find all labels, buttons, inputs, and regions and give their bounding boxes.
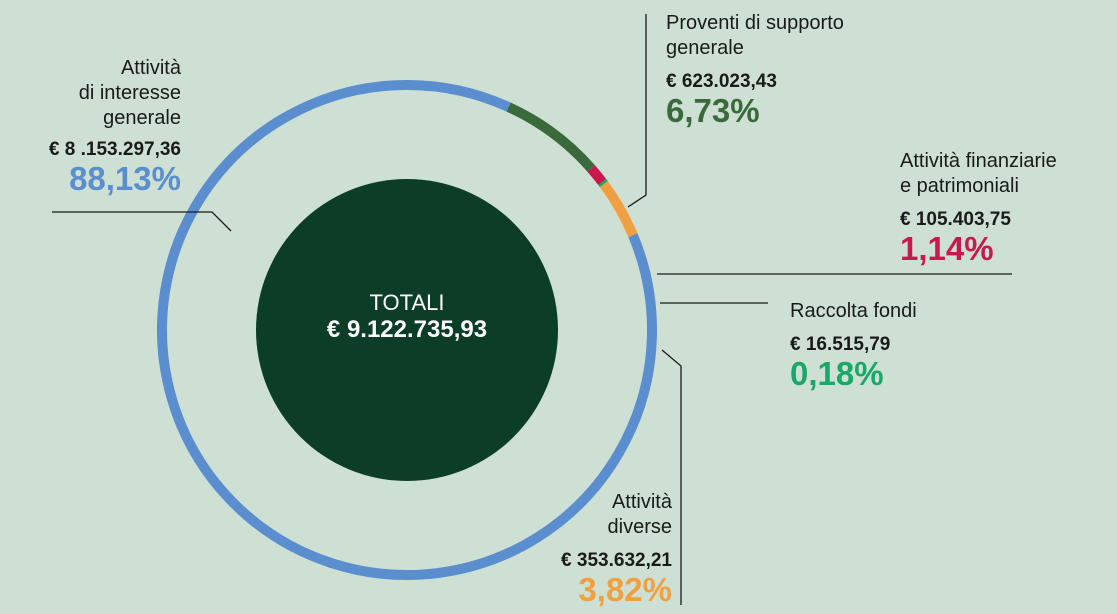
- label-finanziarie-amount: € 105.403,75: [900, 209, 1011, 230]
- label-diverse: Attività diverse € 353.632,21 3,82%: [561, 490, 672, 608]
- label-diverse-name: Attività diverse: [607, 491, 672, 538]
- ring-slice-1: [506, 102, 595, 172]
- label-supporto-amount: € 623.023,43: [666, 71, 777, 92]
- leader-line-diverse: [661, 349, 682, 605]
- label-finanziarie-name: Attività finanziarie e patrimoniali: [900, 150, 1057, 197]
- label-supporto-pct: 6,73%: [666, 92, 760, 129]
- leader-lines: [52, 14, 1012, 605]
- total-center: TOTALI € 9.122.735,93: [257, 290, 557, 344]
- leader-line-supporto: [627, 14, 647, 208]
- ring-slice-3: [598, 178, 608, 188]
- leader-line-interesse: [52, 211, 232, 232]
- label-interesse-pct: 88,13%: [69, 160, 181, 197]
- label-finanziarie: Attività finanziarie e patrimoniali € 10…: [900, 149, 1057, 267]
- ring-slice-0: [157, 80, 657, 580]
- ring-slice-4: [599, 181, 638, 238]
- label-interesse-amount: € 8 .153.297,36: [48, 139, 181, 160]
- ring-slice-2: [587, 165, 607, 186]
- donut-ring: [157, 80, 657, 580]
- label-raccolta: Raccolta fondi € 16.515,79 0,18%: [790, 299, 917, 392]
- label-raccolta-name: Raccolta fondi: [790, 300, 917, 322]
- label-raccolta-pct: 0,18%: [790, 355, 884, 392]
- label-supporto: Proventi di supporto generale € 623.023,…: [666, 11, 844, 129]
- label-interesse-name: Attività di interesse generale: [78, 57, 181, 129]
- total-value: € 9.122.735,93: [326, 316, 488, 343]
- label-finanziarie-pct: 1,14%: [900, 230, 994, 267]
- label-diverse-pct: 3,82%: [578, 571, 672, 608]
- label-raccolta-amount: € 16.515,79: [790, 334, 891, 355]
- label-interesse: Attività di interesse generale € 8 .153.…: [49, 56, 181, 197]
- label-supporto-name: Proventi di supporto generale: [666, 12, 844, 59]
- center-disc: [256, 179, 558, 481]
- label-diverse-amount: € 353.632,21: [561, 550, 672, 571]
- total-title: TOTALI: [369, 290, 445, 315]
